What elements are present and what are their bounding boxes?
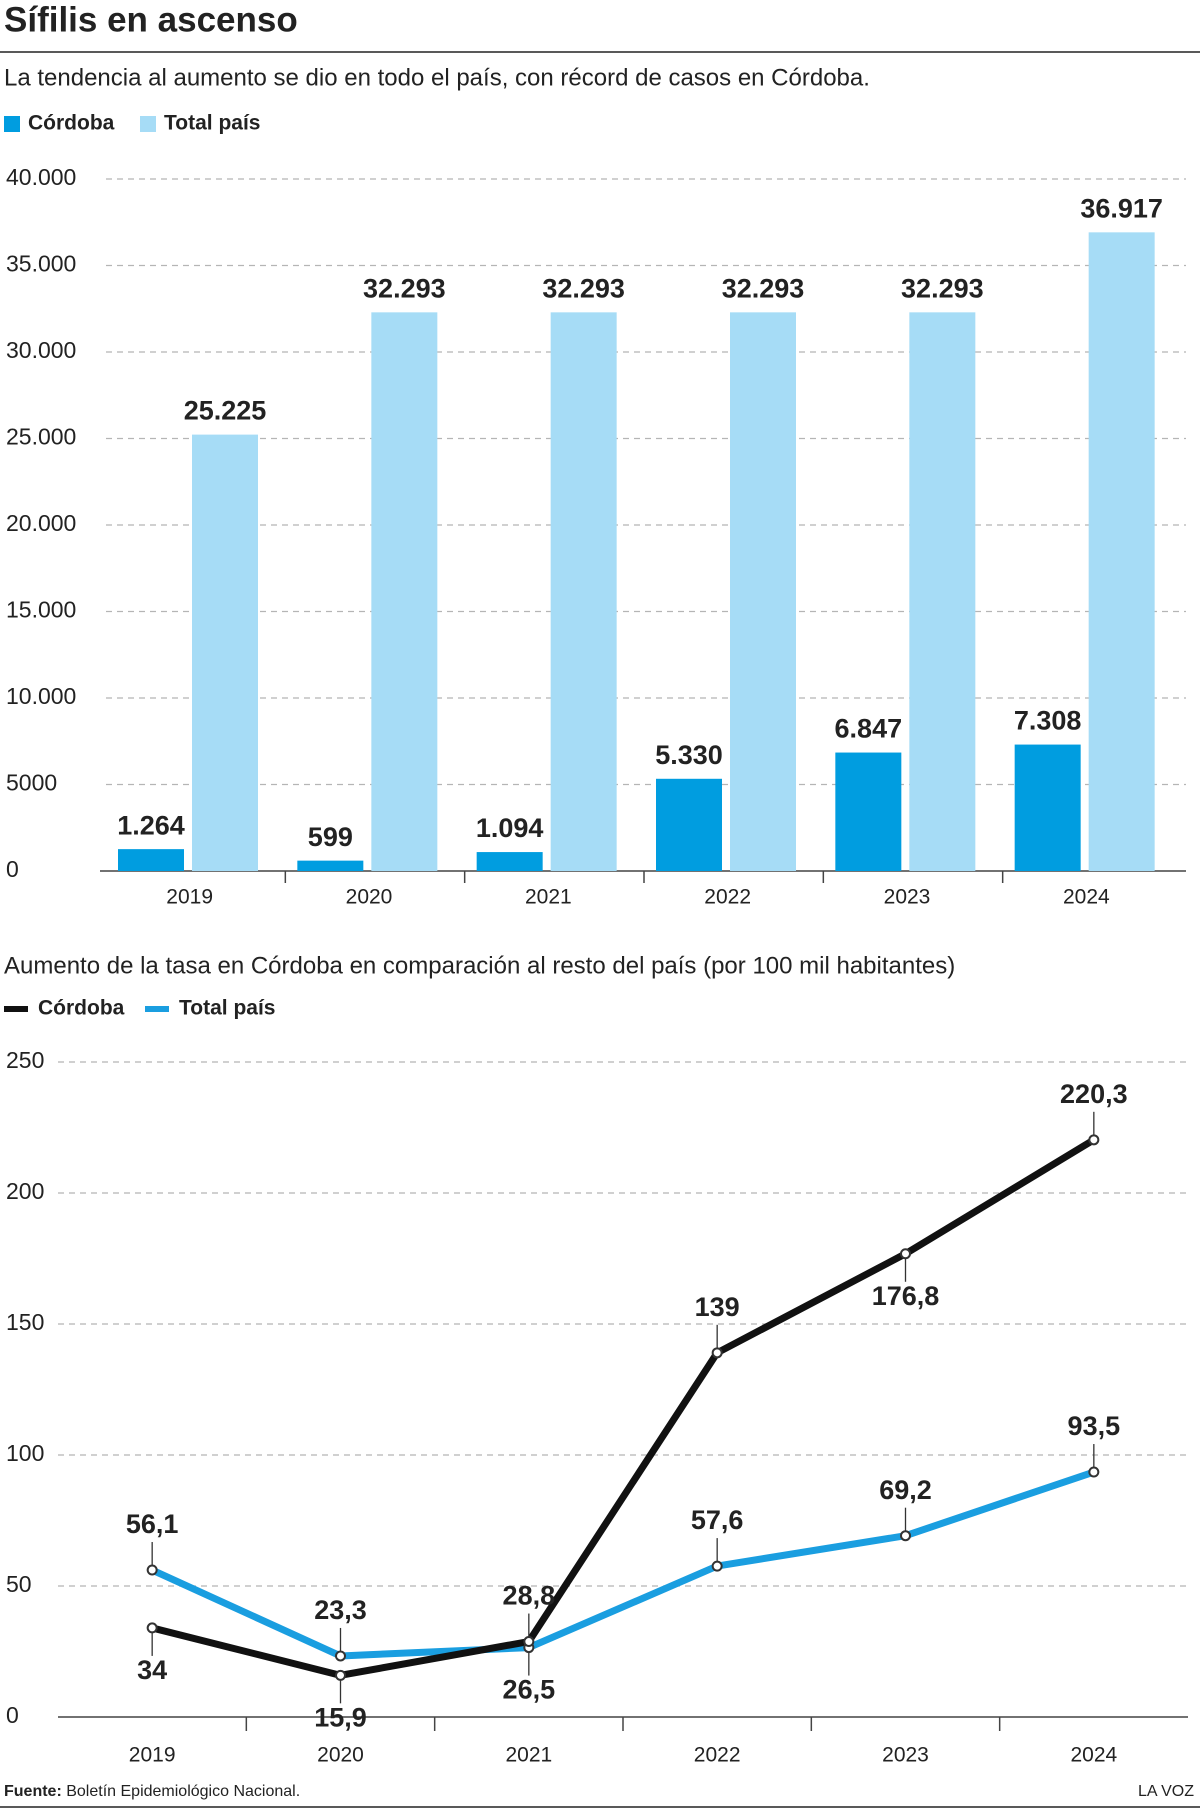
value-label: 599: [308, 822, 353, 852]
legend-label: Total país: [179, 997, 275, 1020]
x-tick-label: 2019: [129, 1744, 176, 1767]
value-label: 7.308: [1014, 706, 1082, 736]
bar: [550, 312, 617, 872]
legend-swatch: [140, 116, 156, 132]
value-label: 36.917: [1080, 193, 1163, 223]
value-label: 28,8: [503, 1581, 556, 1611]
footer-source: Fuente: Boletín Epidemiológico Nacional.: [4, 1783, 300, 1800]
chart-title: Aumento de la tasa en Córdoba en compara…: [4, 952, 955, 979]
bar: [1014, 744, 1081, 871]
line: [150, 1468, 1095, 1660]
source-label: Fuente:: [4, 1783, 62, 1800]
x-tick-label: 2020: [317, 1744, 364, 1767]
value-label: 32.293: [542, 273, 625, 303]
value-label: 139: [695, 1292, 740, 1322]
point: [711, 1560, 723, 1572]
value-label: 57,6: [691, 1505, 744, 1535]
y-tick-label: 200: [6, 1178, 44, 1204]
point: [900, 1248, 911, 1260]
y-tick-label: 150: [6, 1309, 44, 1335]
point: [1088, 1466, 1100, 1478]
value-label: 34: [137, 1655, 167, 1685]
value-label: 93,5: [1068, 1411, 1121, 1441]
subtitle: La tendencia al aumento se dio en todo e…: [4, 64, 870, 91]
x-tick-label: 2021: [525, 886, 572, 909]
y-tick-label: 100: [6, 1440, 44, 1466]
bar: [730, 312, 796, 872]
x-tick-label: 2024: [1063, 886, 1110, 909]
y-tick-label: 250: [6, 1047, 44, 1073]
y-tick-label: 15.000: [6, 597, 76, 623]
y-tick-label: 30.000: [6, 337, 76, 363]
bar: [835, 752, 902, 871]
y-tick-label: 0: [6, 1702, 19, 1728]
point: [335, 1669, 346, 1681]
brand: LA VOZ: [1138, 1783, 1194, 1800]
value-label: 6.847: [835, 714, 903, 744]
legend-label: Córdoba: [28, 112, 115, 135]
legend-label: Total país: [164, 112, 260, 135]
bar: [476, 852, 543, 871]
value-label: 26,5: [503, 1675, 556, 1705]
point: [1088, 1134, 1100, 1146]
bar: [371, 312, 438, 872]
title: Sífilis en ascenso: [4, 0, 298, 39]
bar: [192, 434, 258, 871]
value-label: 1.094: [476, 813, 544, 843]
value-label: 32.293: [901, 273, 984, 303]
y-tick-label: 0: [6, 856, 19, 882]
value-label: 69,2: [879, 1475, 932, 1505]
point: [523, 1636, 535, 1648]
point: [900, 1530, 911, 1542]
value-label: 5.330: [655, 740, 723, 770]
line: [151, 1136, 1096, 1679]
value-label: 56,1: [126, 1509, 179, 1539]
bar: [118, 849, 184, 871]
point: [146, 1564, 158, 1576]
value-label: 32.293: [722, 273, 805, 303]
value-label: 32.293: [363, 273, 446, 303]
bar: [656, 778, 722, 871]
bar: [909, 312, 976, 872]
x-tick-label: 2022: [694, 1744, 741, 1767]
x-tick-label: 2021: [505, 1744, 552, 1767]
value-label: 23,3: [314, 1595, 367, 1625]
x-tick-label: 2024: [1070, 1744, 1117, 1767]
value-label: 1.264: [117, 810, 185, 840]
y-tick-label: 40.000: [6, 164, 76, 190]
x-tick-label: 2022: [704, 886, 751, 909]
legend-swatch: [4, 116, 20, 132]
y-tick-label: 5000: [6, 770, 57, 796]
y-tick-label: 20.000: [6, 510, 76, 536]
bar: [1088, 232, 1155, 871]
x-tick-label: 2023: [882, 1744, 929, 1767]
point: [335, 1650, 346, 1662]
value-label: 220,3: [1060, 1079, 1128, 1109]
x-tick-label: 2020: [346, 886, 393, 909]
point: [146, 1622, 158, 1634]
legend-label: Córdoba: [38, 997, 125, 1020]
y-tick-label: 25.000: [6, 424, 76, 450]
x-tick-label: 2019: [166, 886, 213, 909]
value-label: 15,9: [314, 1702, 367, 1732]
value-label: 25.225: [184, 396, 267, 426]
y-tick-label: 50: [6, 1571, 32, 1597]
value-label: 176,8: [872, 1281, 940, 1311]
y-tick-label: 10.000: [6, 683, 76, 709]
x-tick-label: 2023: [884, 886, 931, 909]
point: [711, 1347, 723, 1359]
source: Boletín Epidemiológico Nacional.: [66, 1783, 300, 1800]
y-tick-label: 35.000: [6, 251, 76, 277]
bar: [297, 860, 364, 871]
